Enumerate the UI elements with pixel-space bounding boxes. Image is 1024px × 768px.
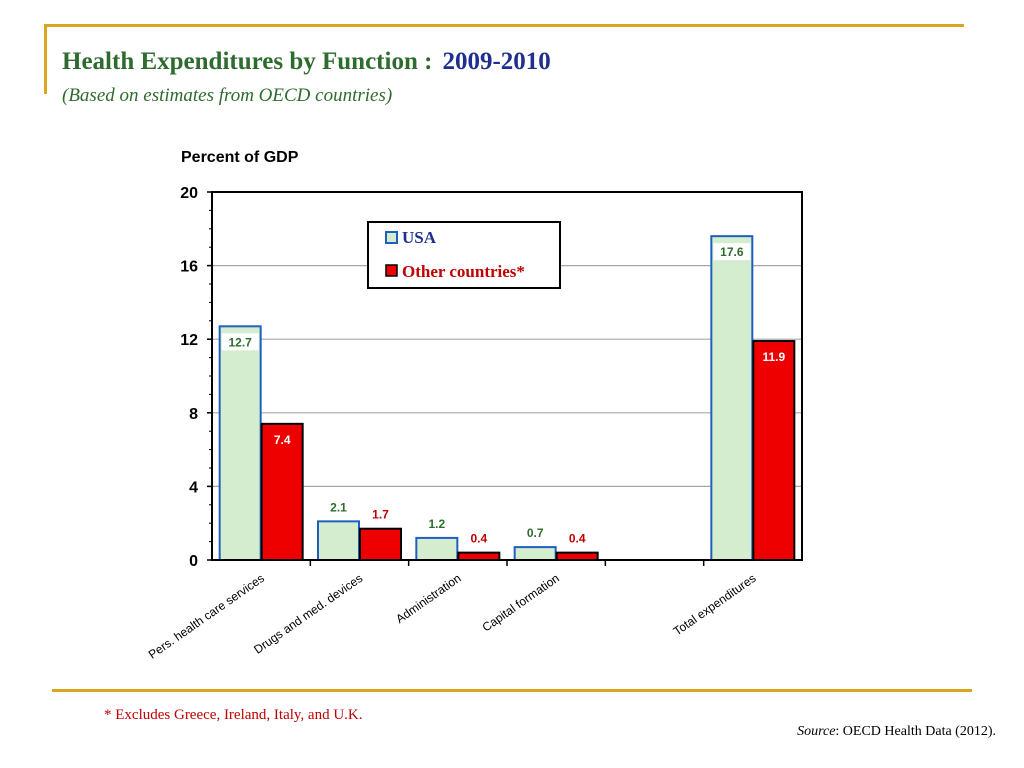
y-tick-label: 12: [180, 332, 198, 349]
y-tick-label: 4: [189, 479, 198, 496]
top-accent-rule: [44, 24, 964, 27]
page-subtitle: (Based on estimates from OECD countries): [62, 85, 393, 106]
bar-other-countries: [555, 551, 599, 562]
data-label-other-countries: 7.4: [274, 433, 291, 447]
bar-other-countries: [457, 551, 501, 562]
bar-usa: [415, 536, 459, 561]
legend-box: [367, 221, 561, 289]
title-years: 2009-2010: [442, 48, 551, 75]
data-label-usa: 1.2: [428, 517, 445, 531]
legend-swatch-usa: [385, 231, 398, 244]
left-accent-rule: [44, 24, 47, 94]
x-category-label: Total expenditures: [671, 571, 759, 638]
source-note: Source: OECD Health Data (2012).: [797, 724, 996, 740]
legend-label-other: Other countries*: [402, 262, 525, 281]
footnote: * Excludes Greece, Ireland, Italy, and U…: [104, 707, 363, 723]
data-label-other-countries: 0.4: [569, 532, 586, 546]
bar-other-countries: [752, 340, 796, 562]
bar-usa: [513, 546, 557, 561]
y-tick-label: 16: [180, 259, 198, 276]
x-category-label: Pers. health care services: [146, 571, 267, 662]
bar-usa: [218, 325, 262, 561]
source-text: : OECD Health Data (2012).: [835, 724, 996, 739]
bars: [218, 235, 796, 562]
y-tick-label: 0: [189, 553, 198, 570]
bar-usa: [317, 520, 360, 561]
data-label-other-countries: 1.7: [372, 508, 389, 522]
data-label-other-countries: 11.9: [762, 350, 785, 364]
bar-usa: [710, 235, 754, 561]
page-title: Health Expenditures by Function : 2009-20…: [62, 48, 551, 76]
bar-other-countries: [260, 422, 304, 561]
data-label-background: [713, 243, 751, 261]
data-label-background: [221, 333, 259, 351]
data-label-usa: 0.7: [527, 526, 544, 540]
data-label-usa: 17.6: [720, 245, 744, 259]
source-label: Source: [797, 724, 836, 739]
data-label-usa: 12.7: [228, 335, 252, 349]
y-axis-label: Percent of GDP: [181, 149, 299, 166]
bar-other-countries: [359, 527, 402, 561]
data-labels: 12.7 7.4 2.1 1.7 1.2 0.4 0.7 0.4 17.6 11.9: [221, 243, 786, 546]
data-label-other-countries: 0.4: [470, 532, 487, 546]
y-tick-label: 8: [189, 406, 198, 423]
legend: USA Other countries*: [367, 221, 561, 289]
bottom-accent-rule: [52, 689, 972, 692]
x-category-label: Capital formation: [480, 571, 562, 635]
x-category-label: Drugs and med. devices: [251, 571, 365, 657]
title-main: Health Expenditures by Function :: [62, 48, 433, 75]
x-category-label: Administration: [393, 571, 463, 626]
legend-swatch-other: [385, 264, 398, 277]
data-label-usa: 2.1: [330, 500, 347, 514]
legend-label-usa: USA: [402, 228, 437, 247]
y-tick-label: 20: [180, 185, 198, 202]
